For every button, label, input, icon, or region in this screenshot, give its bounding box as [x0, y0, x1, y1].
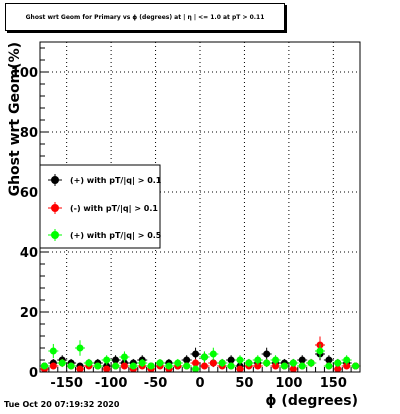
data-point — [209, 350, 217, 358]
data-point — [272, 356, 280, 364]
data-point — [334, 359, 342, 367]
data-point — [325, 362, 333, 370]
data-point — [289, 365, 297, 373]
data-point — [49, 362, 57, 370]
y-tick-label: 60 — [20, 186, 38, 201]
data-point — [112, 362, 120, 370]
data-point — [218, 359, 226, 367]
x-axis-title: ϕ (degrees) — [265, 393, 358, 409]
data-point — [200, 362, 208, 370]
data-point — [120, 362, 128, 370]
data-point — [165, 362, 173, 370]
data-point — [174, 359, 182, 367]
x-tick-label: 150 — [320, 376, 347, 391]
legend-label: (+) with pT/|q| > 0.5 — [70, 231, 162, 240]
legend-marker — [51, 176, 59, 184]
data-point — [103, 365, 111, 373]
data-point — [298, 362, 306, 370]
data-point — [352, 362, 360, 370]
data-point — [227, 356, 235, 364]
legend-marker — [51, 231, 59, 239]
data-point — [236, 356, 244, 364]
data-point — [103, 356, 111, 364]
data-point — [40, 362, 48, 370]
data-point — [263, 350, 271, 358]
data-point — [254, 362, 262, 370]
data-point — [192, 350, 200, 358]
data-point — [343, 356, 351, 364]
x-tick-label: 100 — [275, 376, 302, 391]
legend-box — [39, 164, 161, 249]
data-point — [307, 359, 315, 367]
data-point — [183, 356, 191, 364]
data-point — [94, 362, 102, 370]
legend-label: (-) with pT/|q| > 0.1 — [70, 204, 158, 213]
data-point — [85, 359, 93, 367]
data-point — [325, 356, 333, 364]
data-point — [316, 347, 324, 355]
data-point — [245, 359, 253, 367]
data-point — [129, 362, 137, 370]
x-tick-label: -150 — [50, 376, 83, 391]
data-point — [49, 347, 57, 355]
data-point — [289, 359, 297, 367]
y-tick-label: 100 — [11, 66, 38, 81]
chart-title-box: Ghost wrt Geom for Primary vs ϕ (degrees… — [5, 3, 285, 31]
data-point — [120, 353, 128, 361]
y-tick-label: 0 — [29, 366, 38, 381]
data-point — [76, 344, 84, 352]
data-point — [227, 362, 235, 370]
data-point — [112, 356, 120, 364]
data-point — [192, 365, 200, 373]
data-point — [209, 359, 217, 367]
data-point — [138, 359, 146, 367]
data-point — [343, 362, 351, 370]
data-point — [200, 353, 208, 361]
data-point — [272, 362, 280, 370]
data-layer — [39, 336, 361, 373]
data-point — [280, 362, 288, 370]
y-tick-label: 20 — [20, 306, 38, 321]
data-point — [58, 359, 66, 367]
y-tick-label: 80 — [20, 126, 38, 141]
grid — [40, 42, 360, 372]
data-point — [147, 362, 155, 370]
legend: (+) with pT/|q| > 0.1 (-) with pT/|q| > 0… — [39, 164, 162, 249]
data-point — [254, 356, 262, 364]
data-point — [183, 362, 191, 370]
x-tick-label: -100 — [95, 376, 128, 391]
legend-label: (+) with pT/|q| > 0.1 — [70, 176, 162, 185]
data-point — [334, 365, 342, 373]
y-tick-label: 40 — [20, 246, 38, 261]
data-point — [263, 359, 271, 367]
data-point — [298, 356, 306, 364]
data-point — [156, 359, 164, 367]
data-point — [67, 362, 75, 370]
legend-marker — [51, 204, 59, 212]
data-point — [192, 359, 200, 367]
data-point — [76, 365, 84, 373]
chart-title: Ghost wrt Geom for Primary vs ϕ (degrees… — [25, 13, 265, 21]
y-axis-title: Ghost wrt Geom(%) — [7, 42, 23, 196]
data-point — [236, 365, 244, 373]
timestamp: Tue Oct 20 07:19:32 2020 — [4, 400, 120, 409]
x-tick-label: 0 — [195, 376, 204, 391]
x-tick-label: -50 — [144, 376, 168, 391]
x-tick-label: 50 — [235, 376, 253, 391]
